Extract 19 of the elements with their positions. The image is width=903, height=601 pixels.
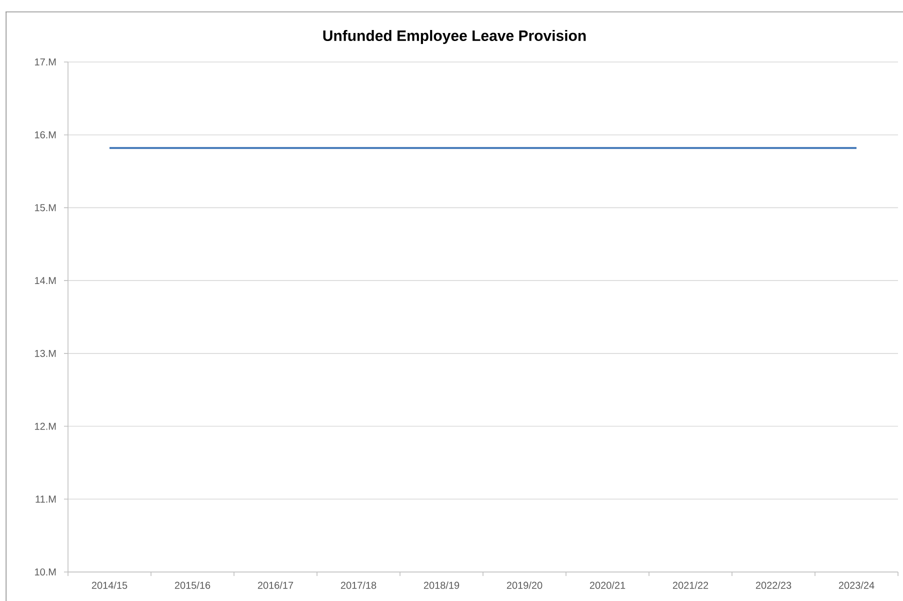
x-tick-label: 2016/17 xyxy=(258,582,294,589)
x-tick-label: 2015/16 xyxy=(174,582,210,589)
y-tick-label: 14.M xyxy=(35,277,56,284)
y-tick-label: 11.M xyxy=(36,496,56,503)
x-tick-label: 2014/15 xyxy=(92,582,128,589)
y-tick-label: 10.M xyxy=(35,568,56,576)
y-tick-label: 17.M xyxy=(35,58,56,66)
x-tick-label: 2022/23 xyxy=(756,582,792,589)
x-tick-label: 2017/18 xyxy=(340,582,376,589)
y-tick-label: 12.M xyxy=(35,422,56,430)
chart-title: Unfunded Employee Leave Provision xyxy=(323,30,586,44)
x-tick-label: 2023/24 xyxy=(838,582,874,589)
x-tick-label: 2018/19 xyxy=(424,582,460,589)
x-tick-label: 2020/21 xyxy=(590,582,626,589)
y-tick-label: 16.M xyxy=(35,131,56,138)
y-tick-label: 15.M xyxy=(35,204,56,212)
y-tick-label: 13.M xyxy=(35,350,56,357)
x-tick-label: 2021/22 xyxy=(672,582,708,589)
x-tick-label: 2019/20 xyxy=(506,582,542,589)
